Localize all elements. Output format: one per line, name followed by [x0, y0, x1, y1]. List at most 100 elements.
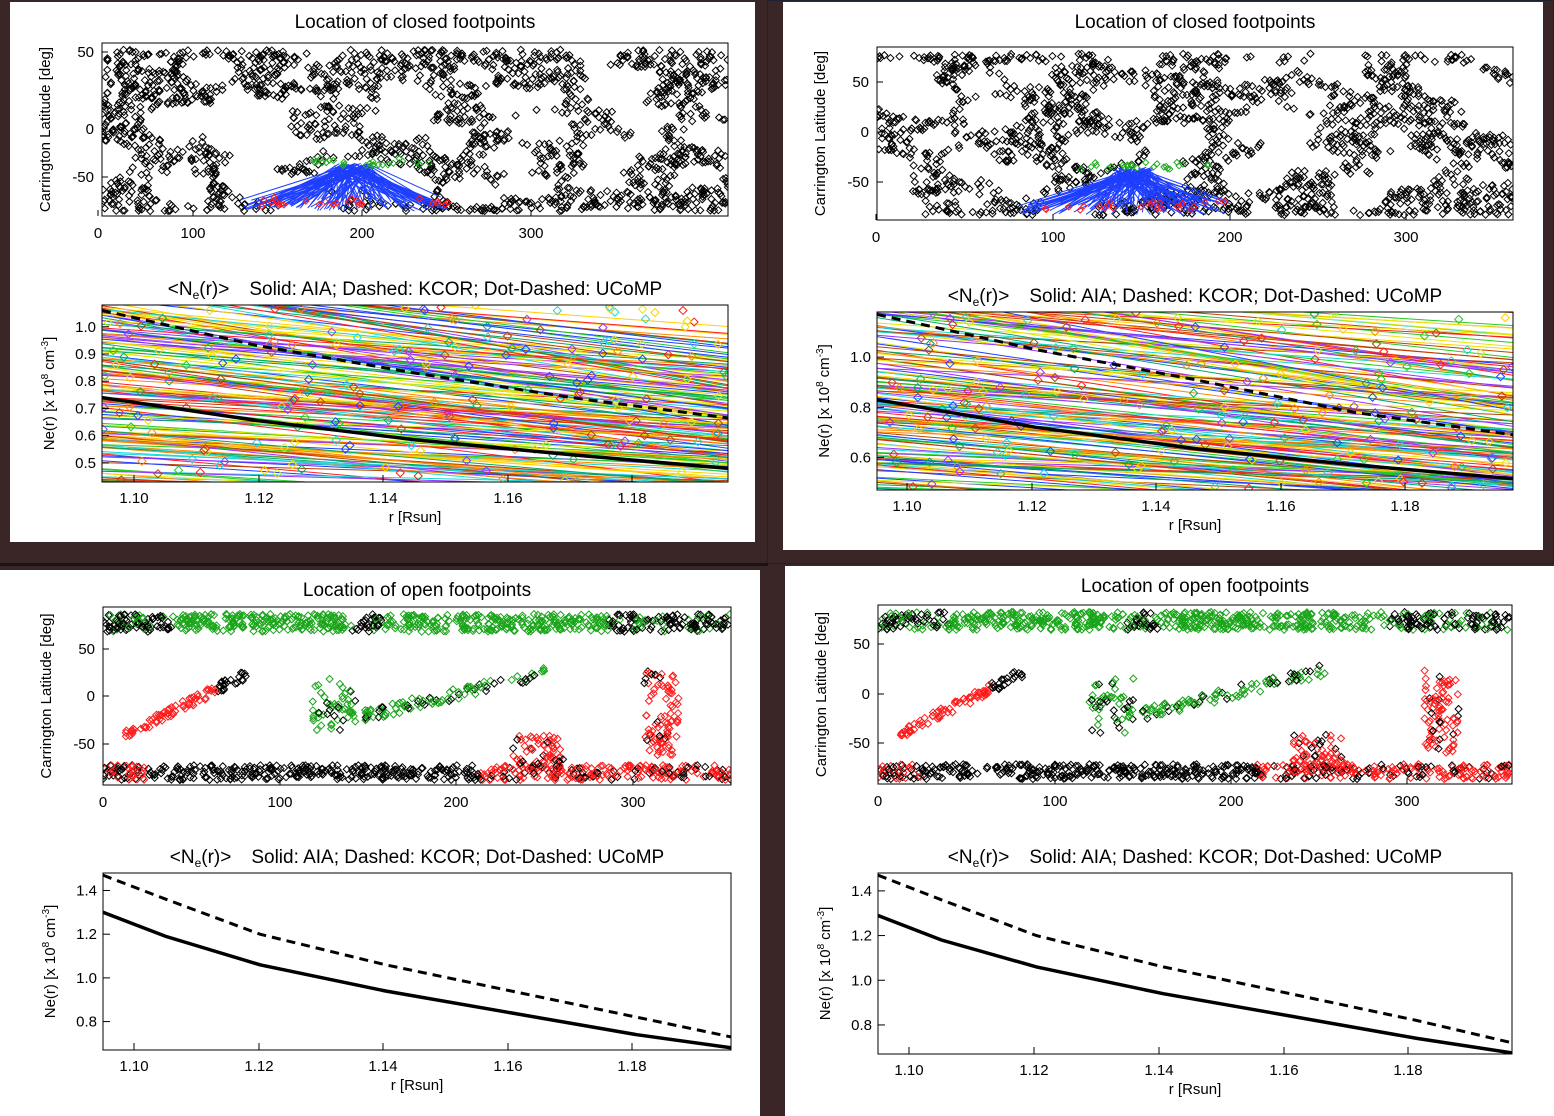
closed-footpoint	[1381, 104, 1390, 113]
map-frame	[876, 46, 1514, 221]
closed-footpoint	[563, 173, 573, 182]
closed-footpoint	[1002, 91, 1011, 100]
closed-footpoint	[1492, 65, 1502, 75]
closed-footpoint	[1120, 71, 1129, 81]
closed-footpoint	[1394, 67, 1403, 76]
closed-footpoint	[410, 144, 419, 153]
closed-footpoint	[523, 60, 532, 69]
north-footpoint	[657, 627, 666, 636]
closed-footpoint	[166, 154, 175, 164]
closed-footpoint	[467, 117, 477, 126]
closed-footpoint	[1020, 87, 1029, 96]
closed-footpoint	[1218, 141, 1228, 150]
closed-footpoint	[159, 162, 168, 171]
closed-footpoint	[695, 101, 704, 111]
closed-footpoint	[287, 169, 296, 179]
closed-footpoint	[711, 198, 720, 208]
closed-footpoint	[1379, 82, 1389, 91]
closed-footpoint	[1457, 50, 1466, 60]
closed-footpoint	[957, 92, 966, 101]
closed-footpoint	[428, 45, 437, 55]
closed-footpoint	[139, 133, 148, 142]
profile-marker	[1033, 375, 1043, 385]
closed-footpoint	[691, 206, 700, 215]
closed-footpoint	[940, 175, 950, 185]
closed-footpoint	[247, 69, 256, 79]
closed-footpoint	[107, 187, 116, 196]
closed-footpoint	[191, 144, 200, 154]
profile-title-legend: Solid: AIA; Dashed: KCOR; Dot-Dashed: UC…	[1029, 286, 1442, 307]
closed-footpoint	[1224, 189, 1233, 199]
profile-line	[877, 448, 1513, 487]
closed-footpoint	[1021, 116, 1030, 125]
closed-footpoint	[957, 70, 967, 80]
closed-footpoint	[1157, 60, 1167, 69]
closed-footpoint	[208, 193, 218, 202]
profile-marker	[891, 457, 902, 468]
profile-marker	[631, 416, 641, 426]
profile-marker	[607, 440, 617, 450]
closed-footpoint	[482, 167, 492, 176]
closed-footpoint	[638, 200, 647, 209]
closed-footpoint	[218, 190, 227, 199]
closed-footpoint	[907, 124, 916, 133]
profile-marker	[1230, 359, 1240, 369]
profile-marker	[1314, 477, 1324, 487]
closed-footpoint	[131, 153, 140, 162]
closed-footpoint	[1435, 188, 1445, 197]
closed-footpoint	[198, 89, 208, 98]
closed-footpoint	[1338, 139, 1347, 149]
profile-marker	[568, 351, 578, 362]
closed-footpoint	[700, 61, 710, 70]
closed-footpoint	[1231, 148, 1240, 158]
closed-footpoint	[1188, 101, 1198, 110]
closed-footpoint	[1386, 146, 1395, 156]
profile-marker	[352, 332, 363, 343]
profile-marker	[689, 317, 699, 327]
green-footpoint	[1077, 166, 1085, 174]
closed-footpoint	[692, 50, 701, 59]
closed-footpoint	[209, 161, 218, 170]
closed-footpoint	[1207, 80, 1217, 89]
closed-footpoint	[1337, 125, 1346, 134]
red-footpoint	[1065, 203, 1073, 211]
map-xtick-label: 100	[180, 225, 205, 242]
closed-footpoint	[1224, 207, 1233, 217]
closed-footpoint	[1113, 164, 1123, 173]
profile-title-part: <N	[948, 286, 973, 307]
closed-footpoint	[1346, 127, 1356, 136]
closed-footpoint	[712, 159, 721, 168]
closed-footpoint	[1020, 99, 1029, 108]
green-footpoint	[1153, 160, 1161, 168]
profile-line	[894, 312, 1513, 415]
closed-footpoint	[909, 51, 919, 60]
profile-marker	[713, 339, 723, 350]
closed-footpoint	[906, 149, 916, 159]
profile-line	[102, 365, 728, 440]
closed-footpoint	[933, 75, 943, 84]
profile-marker	[1029, 338, 1039, 348]
closed-footpoint	[1385, 210, 1395, 219]
closed-footpoint	[421, 133, 430, 143]
closed-footpoint	[427, 160, 436, 169]
closed-footpoint	[271, 71, 280, 80]
closed-footpoint	[1329, 145, 1339, 154]
closed-footpoint	[710, 151, 720, 160]
closed-footpoint	[1238, 143, 1248, 153]
closed-footpoint	[1059, 156, 1068, 165]
profile-marker	[613, 346, 623, 356]
closed-footpoint	[1449, 159, 1458, 168]
closed-footpoint	[103, 105, 113, 115]
profile-ytick-label: 1.0	[75, 319, 96, 336]
closed-footpoint	[1235, 84, 1245, 93]
profile-line	[877, 377, 1513, 422]
closed-footpoint	[1207, 150, 1216, 159]
closed-footpoint	[254, 56, 264, 66]
north-footpoint	[625, 610, 635, 619]
profile-marker	[992, 447, 1003, 457]
closed-footpoint	[427, 164, 437, 174]
closed-footpoint	[444, 62, 454, 71]
closed-footpoint	[696, 184, 705, 193]
profile-marker	[1176, 435, 1186, 445]
closed-footpoint	[886, 53, 895, 63]
